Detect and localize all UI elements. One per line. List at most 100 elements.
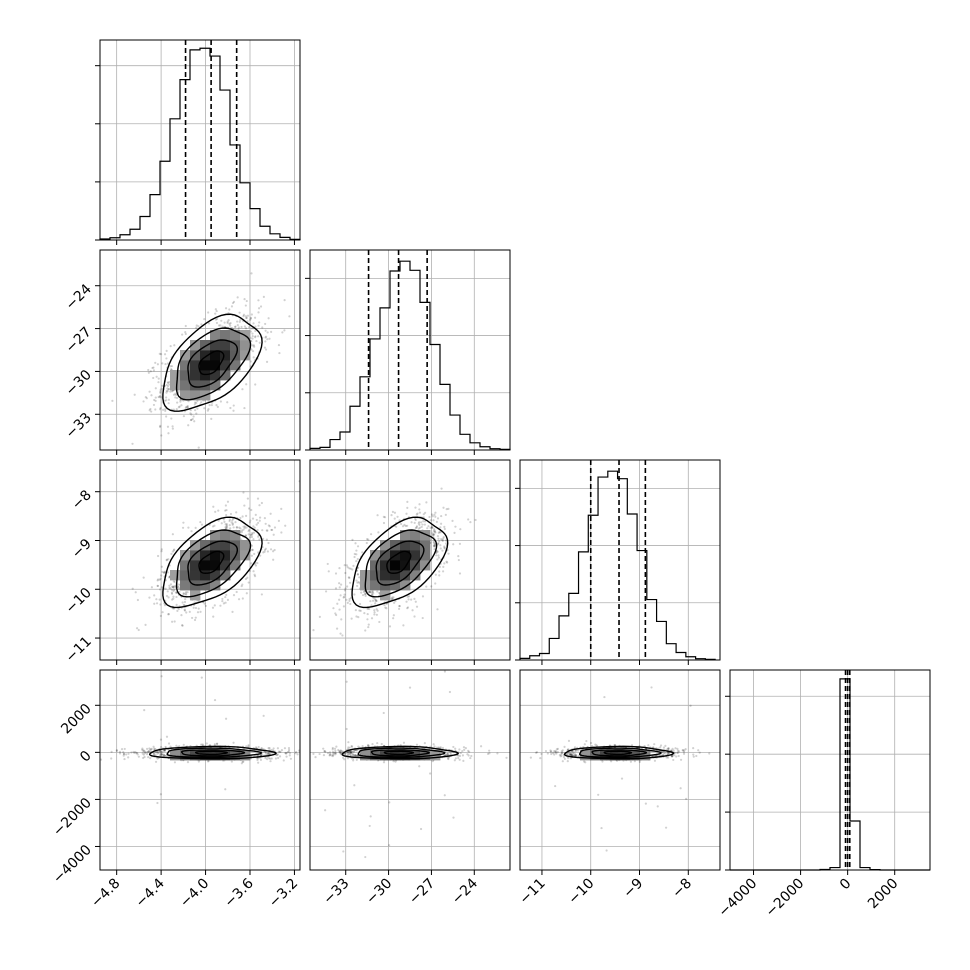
density-cell [210,580,221,591]
scatter-point [643,744,646,748]
contour-line [162,313,263,412]
scatter-point [676,751,679,754]
x-tick-label: −11 [517,876,549,908]
scatter-point [384,606,387,609]
scatter-point [256,561,259,565]
scatter-point [270,757,273,760]
scatter-point [329,752,332,756]
scatter-point [246,320,249,323]
scatter-point [388,801,391,804]
scatter-point [414,600,417,603]
scatter-point [247,581,250,584]
scatter-point [287,750,290,753]
density-cell [210,530,221,541]
scatter-point [157,381,160,384]
scatter-point [266,752,270,756]
density-cell [190,340,201,351]
scatter-point [294,752,297,755]
scatter-point [181,601,184,604]
scatter-point [160,434,163,437]
scatter-point [270,330,273,334]
scatter-point [225,593,228,596]
scatter-point [255,523,258,526]
scatter-point [157,395,160,399]
scatter-point [207,311,210,314]
scatter-point [355,758,358,761]
scatter-point [334,751,337,754]
hist-panel-p3 [725,669,931,871]
scatter-point [235,590,238,594]
scatter-point [458,754,462,758]
scatter-point [242,313,246,316]
panel-background [730,670,930,870]
scatter-point [357,581,360,584]
scatter-point [407,595,411,598]
scatter-point [254,325,257,328]
scatter-point [147,368,150,372]
scatter-point [154,396,157,399]
contour-line [180,749,246,757]
scatter-point [569,752,572,755]
scatter-point [288,315,291,318]
scatter-point [160,550,163,553]
scatter-point [443,525,446,528]
scatter-point [361,551,364,554]
scatter-point [244,534,248,537]
panel-frame [99,459,301,661]
scatter-point [220,522,223,525]
scatter-point [220,319,223,322]
scatter-point [133,393,136,396]
scatter-point [130,751,133,754]
scatter-point [159,753,162,756]
scatter-point [366,538,369,541]
scatter-point [210,403,213,407]
scatter-point [331,748,334,751]
scatter-point [167,402,170,405]
scatter-point [423,742,426,745]
scatter-point [228,308,231,311]
scatter-point [364,855,367,859]
scatter-point [159,793,162,796]
scatter-point [229,406,232,410]
scatter-point [355,615,358,618]
scatter-point [366,743,370,747]
density-cell [410,550,421,561]
scatter-point [347,741,350,744]
scatter-point [454,747,457,750]
scatter-point [369,590,372,594]
scatter-point [224,307,228,310]
scatter-point [181,526,185,529]
scatter-point [549,750,552,753]
scatter-point [271,528,274,532]
scatter-point [159,753,163,756]
scatter-point [115,749,119,752]
scatter-point [445,507,448,511]
scatter-point [334,753,337,756]
scatter-point [458,748,461,751]
scatter-point [161,753,164,756]
scatter-point [122,751,125,754]
scatter-point [281,331,284,334]
scatter-point [232,300,236,303]
scatter-point [392,614,395,617]
scatter-point [246,576,249,579]
scatter-point [239,318,242,322]
scatter-point [228,524,231,527]
scatter-point [244,315,247,318]
scatter-point [273,526,277,529]
scatter-point [353,754,357,757]
scatter-point [424,511,427,514]
scatter-point [264,547,267,550]
scatter-point [378,591,381,594]
scatter-point [415,513,418,516]
scatter-point [150,394,153,397]
density-cell [190,370,201,381]
scatter-point [354,609,357,612]
density-cell [210,380,221,391]
scatter-point [165,396,168,399]
scatter-point [695,754,698,758]
scatter-point [349,750,352,753]
scatter-point [153,602,156,605]
scatter-point [410,521,413,524]
x-tick-label: −4.0 [177,876,212,911]
